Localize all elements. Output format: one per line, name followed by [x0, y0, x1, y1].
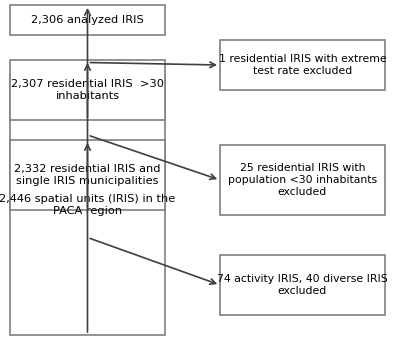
Bar	[10, 140, 165, 210]
Text: 1 residential IRIS with extreme
test rate excluded: 1 residential IRIS with extreme test rat…	[219, 54, 386, 76]
Text: 25 residential IRIS with
population <30 inhabitants
excluded: 25 residential IRIS with population <30 …	[228, 163, 377, 197]
Bar	[220, 145, 385, 215]
Text: 2,306 analyzed IRIS: 2,306 analyzed IRIS	[31, 15, 144, 25]
Bar	[10, 60, 165, 120]
Bar	[220, 255, 385, 315]
Text: 2,332 residential IRIS and
single IRIS municipalities: 2,332 residential IRIS and single IRIS m…	[14, 164, 161, 186]
Text: 2,446 spatial units (IRIS) in the
PACA region: 2,446 spatial units (IRIS) in the PACA r…	[0, 194, 176, 216]
Text: 74 activity IRIS, 40 diverse IRIS
excluded: 74 activity IRIS, 40 diverse IRIS exclud…	[217, 274, 388, 296]
Text: 2,307 residential IRIS  >30
inhabitants: 2,307 residential IRIS >30 inhabitants	[11, 79, 164, 101]
Bar	[10, 75, 165, 335]
Bar	[220, 40, 385, 90]
Bar	[10, 5, 165, 35]
